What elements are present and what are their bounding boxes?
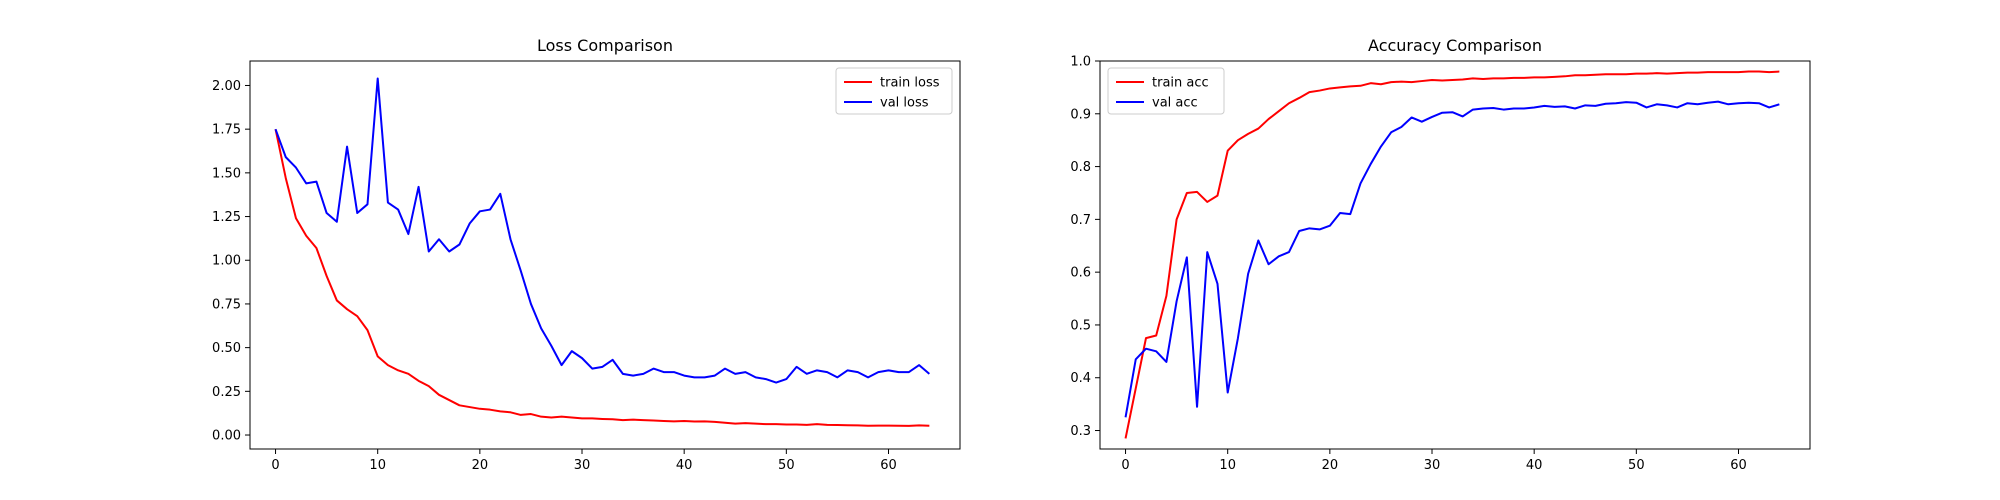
loss-y-tick-label: 0.50 (212, 341, 241, 356)
loss-y-tick-label: 1.25 (212, 210, 241, 225)
loss-axes-frame (249, 60, 961, 450)
accuracy-y-tick-label: 0.3 (1070, 424, 1091, 439)
loss-x-tick-label: 60 (880, 458, 897, 473)
accuracy-y-tick-label: 0.8 (1070, 160, 1091, 175)
accuracy-x-tick-label: 10 (1219, 458, 1236, 473)
accuracy-series-train-acc-line (1124, 70, 1780, 439)
accuracy-y-tick-label: 0.7 (1070, 213, 1091, 228)
loss-chart: Loss Comparison 0 10 20 30 40 50 60 0.00 0.25 0.50… (212, 36, 961, 473)
loss-x-tick-label: 50 (778, 458, 795, 473)
accuracy-x-tick-label: 30 (1424, 458, 1441, 473)
accuracy-chart-title: Accuracy Comparison (1368, 36, 1542, 55)
accuracy-y-tick-label: 0.4 (1070, 371, 1091, 386)
accuracy-legend-label: val acc (1152, 96, 1198, 111)
loss-x-tick-label: 20 (472, 458, 489, 473)
accuracy-x-tick-label: 0 (1121, 458, 1129, 473)
loss-y-tick-label: 1.75 (212, 123, 241, 138)
accuracy-x-tick-label: 20 (1322, 458, 1339, 473)
loss-x-tick-label: 0 (271, 458, 279, 473)
accuracy-x-tick-label: 50 (1628, 458, 1645, 473)
loss-y-tick-label: 1.00 (212, 254, 241, 269)
loss-y-tick-label: 0.00 (212, 429, 241, 444)
loss-series-val-loss-line (274, 77, 931, 384)
loss-y-tick-label: 0.75 (212, 297, 241, 312)
accuracy-y-tick-label: 0.5 (1070, 318, 1091, 333)
loss-legend: train loss val loss (835, 67, 953, 115)
accuracy-series-val-acc-line (1124, 100, 1780, 418)
accuracy-legend-label: train acc (1152, 76, 1209, 91)
loss-y-tick-label: 0.25 (212, 385, 241, 400)
loss-series-train-loss-line (274, 128, 930, 427)
loss-chart-title: Loss Comparison (537, 36, 673, 55)
accuracy-chart: Accuracy Comparison 0 10 20 30 40 50 60 0.3 0.4 0.… (1070, 36, 1811, 473)
accuracy-y-tick-label: 0.6 (1070, 266, 1091, 281)
loss-x-tick-label: 10 (369, 458, 386, 473)
accuracy-x-tick-label: 40 (1526, 458, 1543, 473)
accuracy-y-tick-label: 1.0 (1070, 55, 1091, 70)
loss-y-tick-label: 1.50 (212, 166, 241, 181)
accuracy-y-tick-label: 0.9 (1070, 107, 1091, 122)
accuracy-x-tick-label: 60 (1730, 458, 1747, 473)
loss-legend-label: train loss (880, 76, 940, 91)
accuracy-axes-frame (1099, 60, 1811, 450)
loss-legend-label: val loss (880, 96, 929, 111)
loss-x-tick-label: 30 (574, 458, 591, 473)
loss-x-tick-label: 40 (676, 458, 693, 473)
loss-y-tick-label: 2.00 (212, 79, 241, 94)
accuracy-legend: train acc val acc (1107, 67, 1225, 115)
